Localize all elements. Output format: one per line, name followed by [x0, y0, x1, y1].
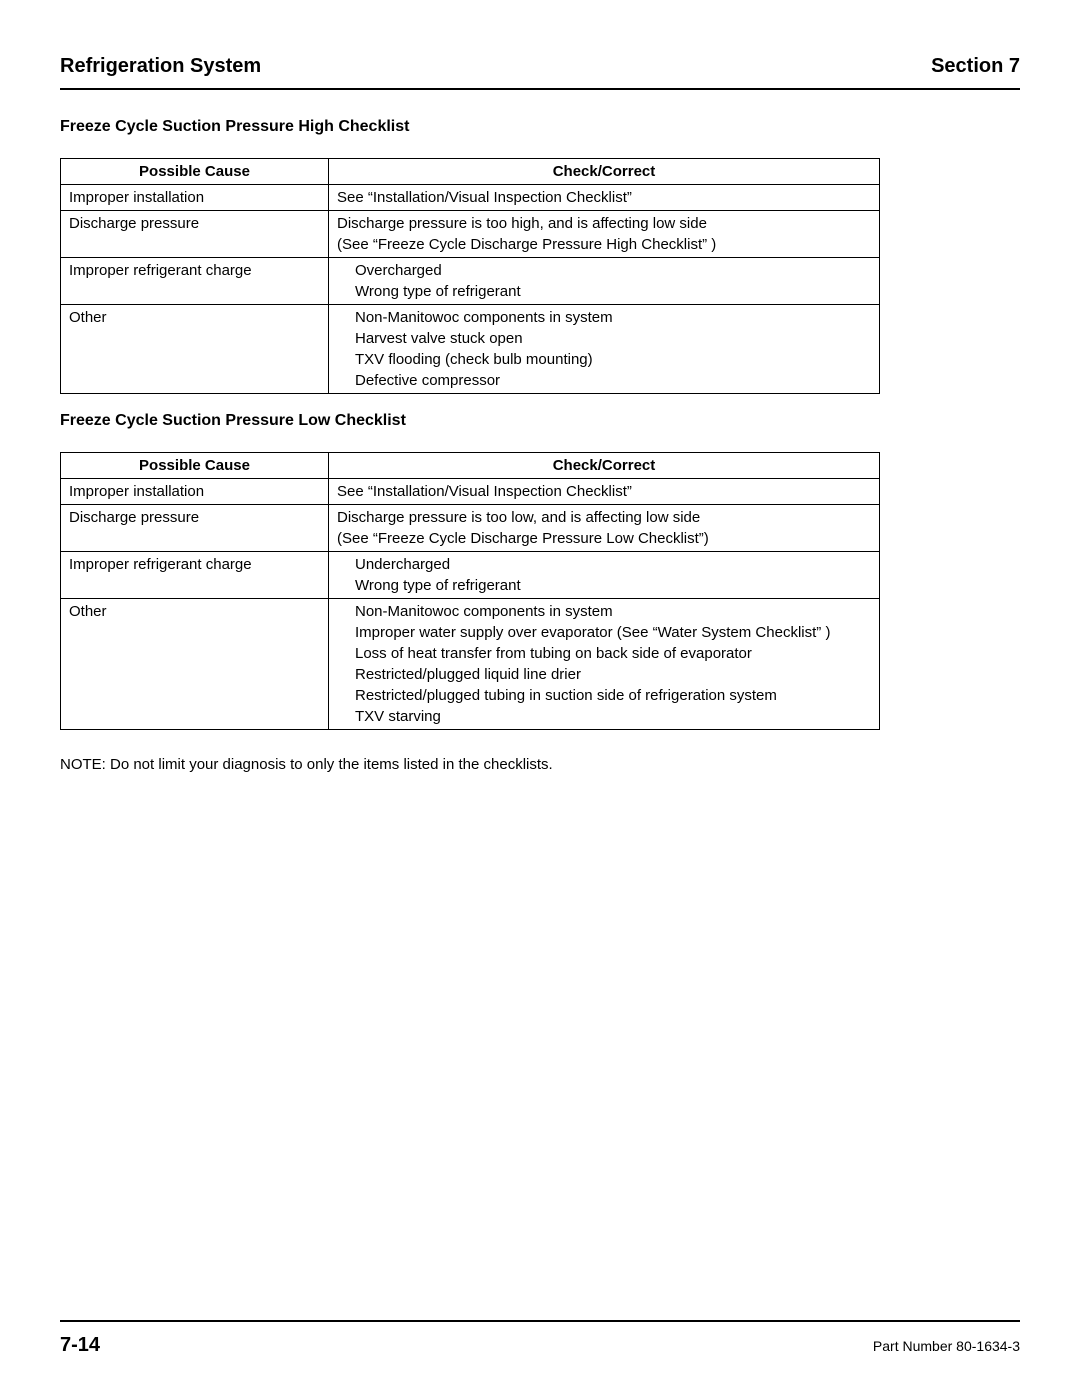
section1-check-cell: OverchargedWrong type of refrigerant: [329, 258, 880, 305]
table-row: Improper refrigerant chargeOverchargedWr…: [61, 258, 880, 305]
section2-check-line: (See “Freeze Cycle Discharge Pressure Lo…: [337, 528, 871, 549]
section2-check-line: Non-Manitowoc components in system: [337, 601, 871, 622]
table-row: Improper installation See “Installation/V…: [61, 185, 880, 211]
section2-check-line: Wrong type of refrigerant: [337, 575, 871, 596]
note-text: NOTE: Do not limit your diagnosis to onl…: [60, 756, 1020, 773]
section2-cause-cell: Improper installation: [61, 479, 329, 505]
table-row: Improper refrigerant chargeUnderchargedW…: [61, 552, 880, 599]
section2-th-check: Check/Correct: [329, 453, 880, 479]
section2-check-line: TXV starving: [337, 706, 871, 727]
section1-check-line: Wrong type of refrigerant: [337, 281, 871, 302]
header-right: Section 7: [931, 55, 1020, 78]
header-left: Refrigeration System: [60, 55, 261, 78]
section1-cause-cell: Improper installation: [61, 185, 329, 211]
section2-check-cell: Non-Manitowoc components in systemImprop…: [329, 599, 880, 730]
section1-check-line: See “Installation/Visual Inspection Chec…: [337, 187, 871, 208]
section1-heading: Freeze Cycle Suction Pressure High Check…: [60, 118, 1020, 136]
section1-check-cell: Discharge pressure is too high, and is a…: [329, 211, 880, 258]
footer-left: 7-14: [60, 1334, 100, 1357]
table-row: OtherNon-Manitowoc components in systemH…: [61, 305, 880, 394]
section1-check-line: (See “Freeze Cycle Discharge Pressure Hi…: [337, 234, 871, 255]
page-footer: 7-14 Part Number 80-1634-3: [60, 1320, 1020, 1357]
section1-check-line: Overcharged: [337, 260, 871, 281]
table-row: OtherNon-Manitowoc components in systemI…: [61, 599, 880, 730]
section2-table: Possible Cause Check/Correct Improper in…: [60, 452, 880, 730]
section2-check-line: Discharge pressure is too low, and is af…: [337, 507, 871, 528]
section2-cause-cell: Improper refrigerant charge: [61, 552, 329, 599]
section1-cause-cell: Other: [61, 305, 329, 394]
section1-check-cell: See “Installation/Visual Inspection Chec…: [329, 185, 880, 211]
table-row: Discharge pressure Discharge pressure is …: [61, 505, 880, 552]
section2-check-line: Loss of heat transfer from tubing on bac…: [337, 643, 871, 664]
section1-check-line: Defective compressor: [337, 370, 871, 391]
section2-check-line: Restricted/plugged liquid line drier: [337, 664, 871, 685]
table-row: Discharge pressure Discharge pressure is …: [61, 211, 880, 258]
section2-check-cell: Discharge pressure is too low, and is af…: [329, 505, 880, 552]
section2-check-line: Restricted/plugged tubing in suction sid…: [337, 685, 871, 706]
section1-check-line: TXV flooding (check bulb mounting): [337, 349, 871, 370]
section1-th-cause: Possible Cause: [61, 159, 329, 185]
section2-th-cause: Possible Cause: [61, 453, 329, 479]
section2-check-cell: See “Installation/Visual Inspection Chec…: [329, 479, 880, 505]
section2-check-line: See “Installation/Visual Inspection Chec…: [337, 481, 871, 502]
section1-th-check: Check/Correct: [329, 159, 880, 185]
section1-cause-cell: Discharge pressure: [61, 211, 329, 258]
section2-heading: Freeze Cycle Suction Pressure Low Checkl…: [60, 412, 1020, 430]
table-row: Improper installation See “Installation/V…: [61, 479, 880, 505]
section1-cause-cell: Improper refrigerant charge: [61, 258, 329, 305]
section2-check-line: Improper water supply over evaporator (S…: [337, 622, 871, 643]
footer-right: Part Number 80-1634-3: [873, 1338, 1020, 1354]
section2-cause-cell: Other: [61, 599, 329, 730]
section1-table: Possible Cause Check/Correct Improper in…: [60, 158, 880, 394]
section1-check-line: Harvest valve stuck open: [337, 328, 871, 349]
section2-check-line: Undercharged: [337, 554, 871, 575]
section2-check-cell: UnderchargedWrong type of refrigerant: [329, 552, 880, 599]
section1-check-line: Discharge pressure is too high, and is a…: [337, 213, 871, 234]
page-header: Refrigeration System Section 7: [60, 55, 1020, 90]
section1-check-cell: Non-Manitowoc components in systemHarves…: [329, 305, 880, 394]
section2-cause-cell: Discharge pressure: [61, 505, 329, 552]
section1-check-line: Non-Manitowoc components in system: [337, 307, 871, 328]
